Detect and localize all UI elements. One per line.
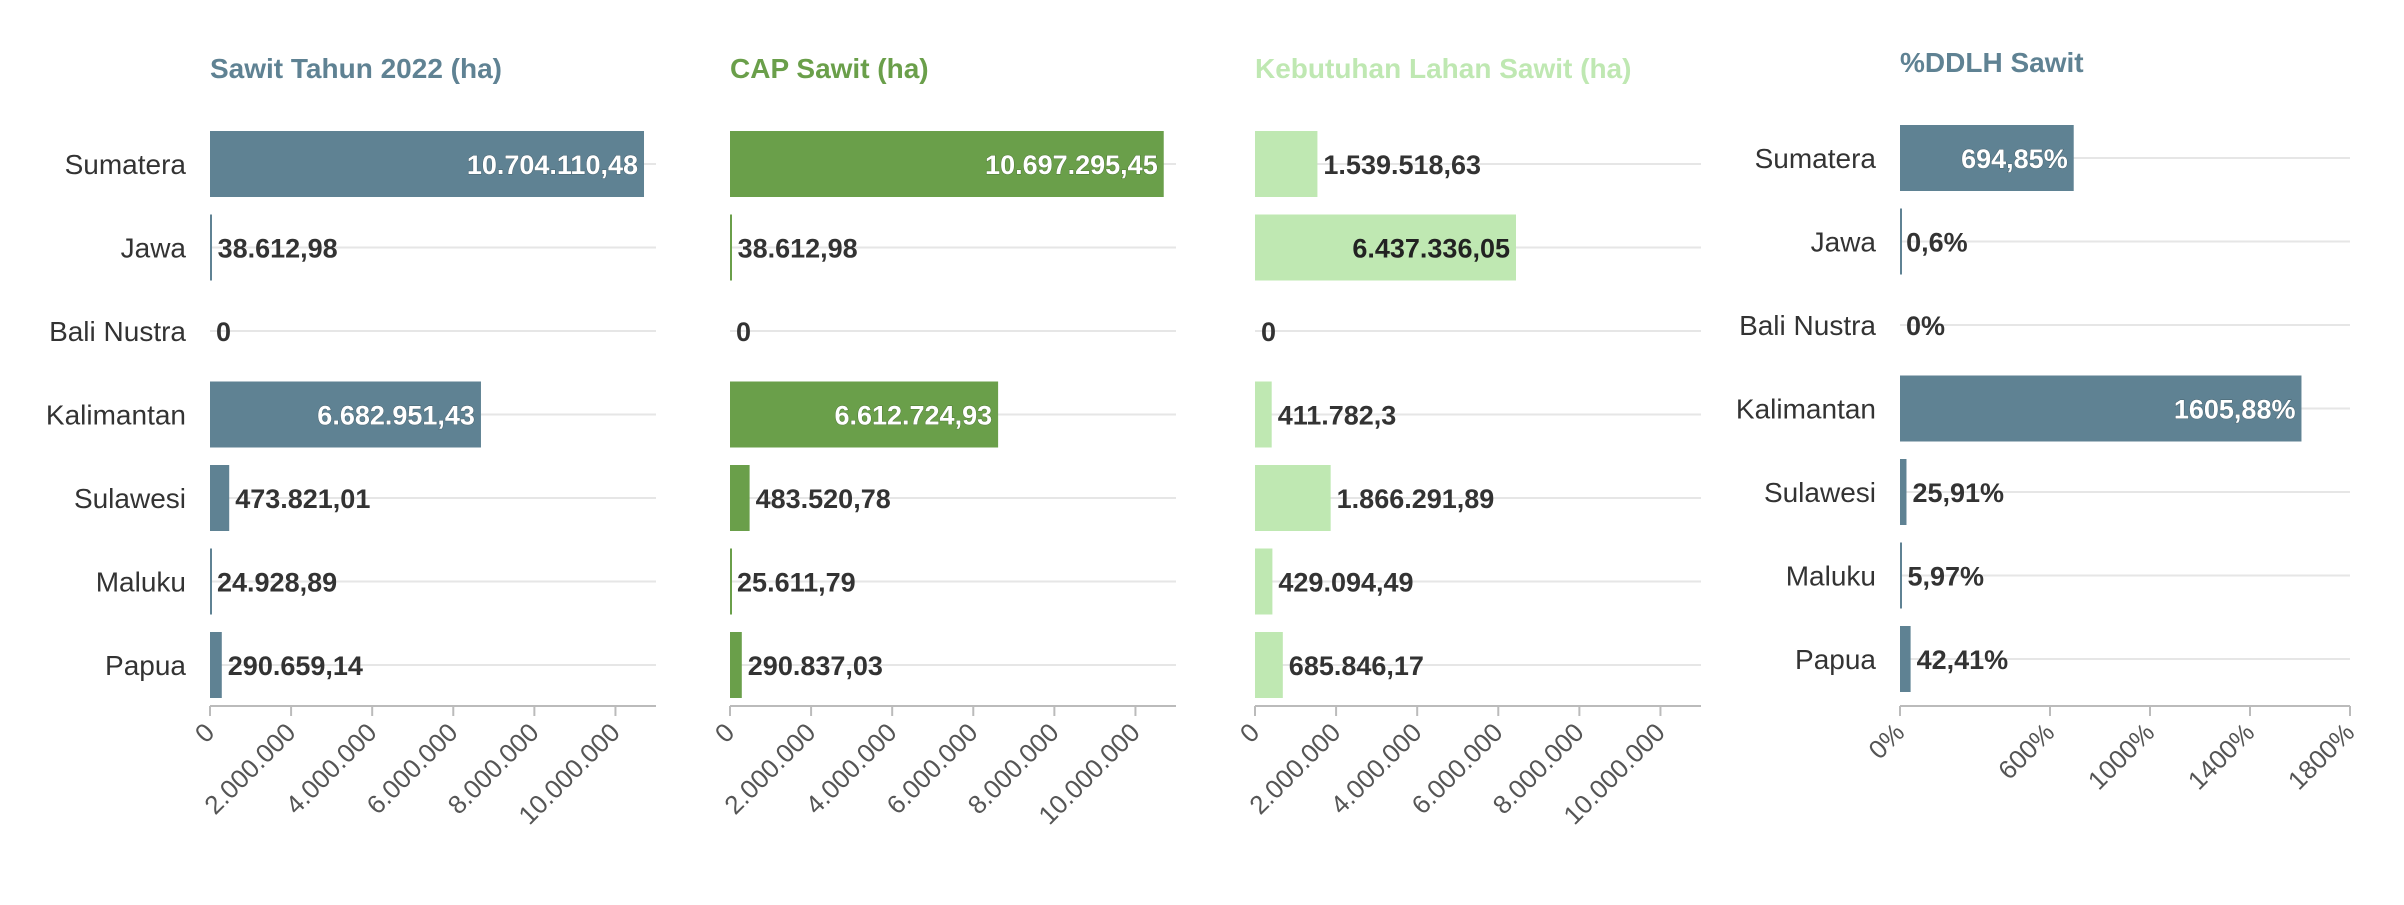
category-label: Maluku	[1786, 561, 1876, 592]
category-label: Sulawesi	[74, 483, 186, 514]
category-label: Kalimantan	[1736, 394, 1876, 425]
category-label: Sumatera	[1755, 143, 1877, 174]
category-label: Papua	[1795, 644, 1876, 675]
data-label: 10.704.110,48	[467, 150, 638, 180]
bar-kalimantan	[730, 381, 999, 448]
category-label: Papua	[105, 650, 186, 681]
data-label: 694,85%	[1961, 144, 2068, 174]
bar-sulawesi	[1900, 459, 1907, 525]
category-label: Bali Nustra	[49, 316, 186, 347]
data-label: 1.539.518,63	[1323, 150, 1481, 180]
data-label: 473.821,01	[235, 484, 370, 514]
x-tick-label: 0	[709, 717, 740, 748]
bar-maluku	[210, 548, 212, 615]
bar-maluku	[730, 548, 732, 615]
data-label: 1605,88%	[2174, 395, 2296, 425]
data-label: 1.866.291,89	[1337, 484, 1495, 514]
data-label: 0	[216, 317, 231, 347]
data-label: 429.094,49	[1278, 568, 1413, 598]
chart-panel-2: CAP Sawit (ha) 10.697.295,45 38.612,98 0 6.6…	[709, 53, 1176, 830]
chart-title: Sawit Tahun 2022 (ha)	[210, 53, 502, 84]
bar-sulawesi	[730, 465, 750, 531]
x-tick-label: 0	[189, 717, 220, 748]
data-label: 483.520,78	[756, 484, 891, 514]
bar-sulawesi	[210, 465, 230, 531]
category-label: Maluku	[96, 567, 186, 598]
bar-kalimantan	[1255, 381, 1272, 448]
data-label: 10.697.295,45	[985, 150, 1158, 180]
bar-sumatera	[1900, 125, 2074, 191]
category-label: Jawa	[121, 233, 187, 264]
bar-maluku	[1255, 548, 1273, 615]
bar-jawa	[210, 214, 212, 281]
data-label: 38.612,98	[218, 234, 338, 264]
x-tick-label: 0	[1234, 717, 1265, 748]
data-label: 290.659,14	[228, 651, 363, 681]
bar-sumatera	[1255, 131, 1318, 197]
data-label: 42,41%	[1917, 645, 2009, 675]
bar-papua	[1255, 632, 1283, 698]
data-label: 38.612,98	[738, 234, 858, 264]
data-label: 290.837,03	[748, 651, 883, 681]
data-label: 411.782,3	[1278, 401, 1397, 431]
x-tick-label: 1800%	[2282, 717, 2360, 795]
bar-sumatera	[210, 131, 645, 197]
chart-title: CAP Sawit (ha)	[730, 53, 929, 84]
data-label: 5,97%	[1907, 562, 1984, 592]
data-label: 0	[736, 317, 751, 347]
data-label: 6.682.951,43	[317, 401, 475, 431]
chart-panel-4: %DDLH Sawit 694,85% Sumatera 0,6% Jawa 0% Bali…	[1736, 47, 2360, 795]
bar-jawa	[730, 214, 732, 281]
data-label: 25,91%	[1912, 478, 2004, 508]
bar-sulawesi	[1255, 465, 1331, 531]
data-label: 6.437.336,05	[1352, 234, 1510, 264]
bar-jawa	[1255, 214, 1517, 281]
data-label: 6.612.724,93	[834, 401, 992, 431]
category-label: Bali Nustra	[1739, 310, 1876, 341]
chart-title: %DDLH Sawit	[1900, 47, 2084, 78]
x-tick-label: 1400%	[2182, 717, 2260, 795]
bar-kalimantan	[1900, 375, 2302, 442]
data-label: 0	[1261, 317, 1276, 347]
data-label: 25.611,79	[737, 568, 856, 598]
data-label: 24.928,89	[217, 568, 337, 598]
chart-panel-3: Kebutuhan Lahan Sawit (ha) 1.539.518,63 6.…	[1234, 53, 1701, 830]
category-label: Sulawesi	[1764, 477, 1876, 508]
data-label: 0%	[1906, 311, 1945, 341]
bar-kalimantan	[210, 381, 481, 448]
bar-papua	[1900, 626, 1911, 692]
x-tick-label: 0%	[1862, 717, 1910, 765]
chart-title: Kebutuhan Lahan Sawit (ha)	[1255, 53, 1631, 84]
category-label: Sumatera	[65, 149, 187, 180]
x-tick-label: 600%	[1992, 717, 2060, 785]
bar-maluku	[1900, 542, 1902, 609]
bar-papua	[210, 632, 222, 698]
bar-jawa	[1900, 208, 1902, 275]
bar-sumatera	[730, 131, 1164, 197]
chart-panel-1: Sawit Tahun 2022 (ha) 10.704.110,48 Sumate…	[46, 53, 656, 830]
data-label: 0,6%	[1906, 228, 1968, 258]
category-label: Jawa	[1811, 227, 1877, 258]
x-tick-label: 1000%	[2082, 717, 2160, 795]
category-label: Kalimantan	[46, 400, 186, 431]
bar-papua	[730, 632, 742, 698]
data-label: 685.846,17	[1289, 651, 1424, 681]
